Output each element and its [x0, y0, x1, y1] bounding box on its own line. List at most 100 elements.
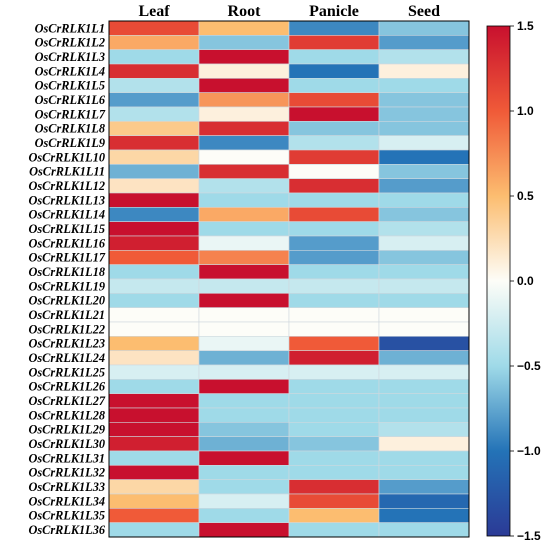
heatmap-cell: [378, 493, 470, 509]
row-label: OsCrRLK1L33: [28, 480, 105, 494]
row-label: OsCrRLK1L20: [28, 294, 105, 308]
heatmap-cell: [378, 35, 470, 50]
heatmap-cell: [108, 192, 200, 208]
heatmap-cells: [108, 20, 470, 538]
heatmap-cell: [378, 479, 470, 495]
heatmap-cell: [288, 522, 380, 538]
heatmap-cell: [288, 192, 380, 208]
heatmap-cell: [198, 178, 290, 194]
heatmap-cell: [198, 264, 290, 280]
heatmap-cell: [198, 63, 290, 79]
heatmap-cell: [378, 192, 470, 208]
heatmap-cell: [378, 522, 470, 538]
row-label: OsCrRLK1L2: [35, 36, 105, 50]
heatmap-cell: [198, 221, 290, 237]
colorbar-tick-label: −1.0: [517, 444, 541, 458]
heatmap-cell: [108, 436, 200, 452]
heatmap-cell: [378, 293, 470, 308]
row-label: OsCrRLK1L18: [28, 265, 105, 279]
heatmap-cell: [198, 135, 290, 151]
heatmap-cell: [378, 106, 470, 122]
row-label: OsCrRLK1L9: [35, 136, 105, 150]
heatmap-cell: [108, 450, 200, 466]
heatmap-cell: [288, 379, 380, 394]
row-label: OsCrRLK1L23: [28, 337, 105, 351]
row-label: OsCrRLK1L12: [28, 179, 105, 193]
heatmap-cell: [198, 307, 290, 323]
heatmap-cell: [288, 450, 380, 466]
heatmap-cell: [288, 407, 380, 423]
heatmap-cell: [378, 450, 470, 466]
heatmap-cell: [378, 20, 470, 36]
heatmap-cell: [108, 207, 200, 222]
row-label: OsCrRLK1L3: [35, 50, 105, 64]
heatmap-cell: [378, 465, 470, 480]
heatmap-cell: [198, 522, 290, 538]
heatmap-cell: [198, 78, 290, 93]
heatmap-cell: [108, 121, 200, 136]
row-label: OsCrRLK1L19: [28, 279, 105, 293]
heatmap-cell: [198, 35, 290, 50]
heatmap-cell: [108, 35, 200, 50]
heatmap-cell: [378, 92, 470, 108]
row-label: OsCrRLK1L24: [28, 351, 105, 365]
row-label: OsCrRLK1L34: [28, 494, 105, 508]
colorbar-tick-label: −0.5: [517, 359, 541, 373]
heatmap-cell: [108, 307, 200, 323]
row-label: OsCrRLK1L13: [28, 193, 105, 207]
row-label: OsCrRLK1L10: [28, 150, 105, 164]
heatmap-cell: [378, 436, 470, 452]
heatmap-cell: [288, 307, 380, 323]
colorbar-gradient: [486, 25, 511, 537]
row-label: OsCrRLK1L5: [35, 79, 105, 93]
heatmap-cell: [288, 393, 380, 409]
heatmap-cell: [108, 393, 200, 409]
heatmap-cell: [378, 350, 470, 366]
heatmap-cell: [108, 250, 200, 265]
row-label: OsCrRLK1L15: [28, 222, 105, 236]
colorbar-ticks: 1.5 1.0 0.5 0.0 −0.5 −1.0 −1.5: [510, 19, 541, 543]
heatmap-cell: [108, 465, 200, 480]
row-label: OsCrRLK1L22: [28, 322, 105, 336]
heatmap-cell: [108, 78, 200, 93]
heatmap-cell: [288, 164, 380, 179]
heatmap-cell: [108, 479, 200, 495]
row-label: OsCrRLK1L26: [28, 380, 105, 394]
heatmap-cell: [108, 508, 200, 523]
heatmap-cell: [288, 35, 380, 50]
row-label: OsCrRLK1L30: [28, 437, 105, 451]
heatmap-cell: [288, 336, 380, 351]
heatmap-cell: [198, 250, 290, 265]
heatmap-cell: [378, 221, 470, 237]
row-label: OsCrRLK1L7: [35, 107, 106, 121]
heatmap-cell: [288, 78, 380, 93]
heatmap-cell: [198, 106, 290, 122]
heatmap-cell: [378, 508, 470, 523]
heatmap-cell: [198, 508, 290, 523]
heatmap-cell: [288, 178, 380, 194]
heatmap-cell: [198, 278, 290, 294]
heatmap-cell: [198, 450, 290, 466]
heatmap-cell: [288, 20, 380, 36]
heatmap-cell: [198, 92, 290, 108]
heatmap-cell: [198, 293, 290, 308]
heatmap-cell: [108, 379, 200, 394]
heatmap-cell: [108, 149, 200, 165]
column-label: Panicle: [309, 3, 359, 20]
heatmap-cell: [288, 479, 380, 495]
colorbar-tick-label: 1.5: [517, 19, 534, 33]
heatmap-cell: [378, 278, 470, 294]
heatmap-cell: [378, 78, 470, 93]
colorbar-tick-label: 1.0: [517, 104, 534, 118]
row-label: OsCrRLK1L17: [28, 251, 105, 265]
heatmap-cell: [288, 221, 380, 237]
heatmap-cell: [198, 149, 290, 165]
heatmap-cell: [108, 264, 200, 280]
column-label: Root: [228, 3, 262, 20]
heatmap-cell: [378, 364, 470, 380]
colorbar-tick-label: 0.0: [517, 274, 534, 288]
row-label: OsCrRLK1L25: [28, 365, 105, 379]
heatmap-cell: [198, 364, 290, 380]
heatmap-cell: [108, 20, 200, 36]
column-labels: Leaf Root Panicle Seed: [138, 3, 440, 20]
